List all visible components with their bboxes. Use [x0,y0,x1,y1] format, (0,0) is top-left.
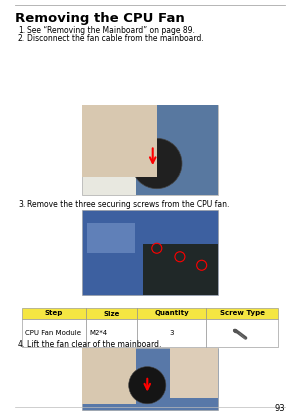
Bar [82,105,157,177]
Bar [136,105,218,195]
Text: Step: Step [45,310,63,317]
Bar [86,308,137,319]
Bar [82,105,218,195]
Bar [82,348,218,410]
Text: See “Removing the Mainboard” on page 89.: See “Removing the Mainboard” on page 89. [27,26,195,35]
Text: Removing the CPU Fan: Removing the CPU Fan [15,12,185,25]
Text: 2.: 2. [18,34,25,43]
Text: Size: Size [103,310,120,317]
Bar [137,319,206,347]
Bar [206,319,278,347]
Text: Screw Type: Screw Type [220,310,265,317]
Bar [170,348,218,398]
Bar [137,308,206,319]
Text: 3.: 3. [18,200,25,209]
Text: Lift the fan clear of the mainboard.: Lift the fan clear of the mainboard. [27,340,161,349]
Text: Disconnect the fan cable from the mainboard.: Disconnect the fan cable from the mainbo… [27,34,204,43]
Bar [87,223,135,252]
Bar [82,210,218,295]
Circle shape [132,138,182,189]
Bar [82,348,136,404]
Text: 1.: 1. [18,26,25,35]
Text: Quantity: Quantity [154,310,189,317]
Text: 3: 3 [169,330,174,336]
Circle shape [129,367,166,404]
Text: 93: 93 [274,404,285,413]
Text: M2*4: M2*4 [89,330,107,336]
Bar [22,308,86,319]
Bar [206,308,278,319]
Ellipse shape [233,329,238,333]
Bar [22,319,86,347]
Bar [86,319,137,347]
Text: Remove the three securing screws from the CPU fan.: Remove the three securing screws from th… [27,200,230,209]
Bar [143,244,218,295]
Text: 4.: 4. [18,340,25,349]
Text: CPU Fan Module: CPU Fan Module [25,330,81,336]
